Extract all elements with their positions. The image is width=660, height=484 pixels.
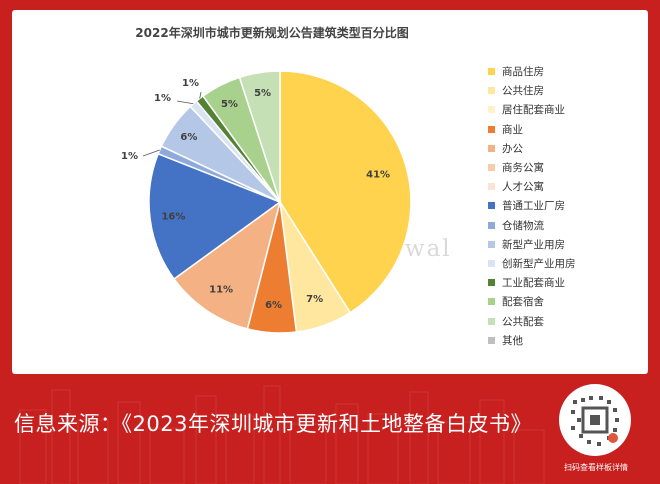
legend-item-10: 新型产业用房	[488, 235, 576, 254]
legend-item-8: 普通工业厂房	[488, 196, 576, 215]
legend-label: 公共住房	[502, 85, 544, 98]
legend-label: 人才公寓	[502, 181, 544, 194]
legend-label: 公共配套	[502, 315, 544, 328]
data-label-12: 1%	[182, 78, 199, 89]
legend-item-7: 人才公寓	[488, 177, 576, 196]
legend-swatch	[488, 183, 495, 191]
legend-label: 创新型产业用房	[502, 257, 576, 270]
qr-caption: 扫码查看样板详情	[564, 463, 628, 472]
legend-item-3: 居住配套商业	[488, 100, 576, 119]
legend-item-12: 工业配套商业	[488, 273, 576, 292]
legend-label: 配套宿舍	[502, 296, 544, 309]
legend-swatch	[488, 298, 495, 306]
legend-label: 普通工业厂房	[502, 200, 565, 213]
data-label-9: 1%	[121, 151, 138, 162]
legend-swatch	[488, 125, 495, 133]
chart-card: 2022年深圳市城市更新规划公告建筑类型百分比图 One Urban Renew…	[12, 10, 648, 374]
legend-swatch	[488, 240, 495, 248]
legend-item-2: 公共住房	[488, 81, 576, 100]
legend-label: 办公	[502, 142, 523, 155]
legend-label: 居住配套商业	[502, 104, 565, 117]
pie-chart: 41% 7% 6% 11% 16% 1% 6% 1% 1% 5% 5%	[121, 70, 412, 334]
city-skyline-decoration	[19, 385, 545, 484]
slice-14	[238, 70, 281, 203]
qr-code[interactable]	[559, 384, 631, 456]
legend-swatch	[488, 259, 495, 267]
legend-label: 其他	[502, 334, 523, 347]
leader-line-9	[142, 149, 160, 157]
legend-label: 工业配套商业	[502, 277, 565, 290]
legend-item-9: 仓储物流	[488, 216, 576, 235]
legend-item-1: 商品住房	[488, 62, 576, 81]
data-label-8: 16%	[161, 211, 185, 222]
data-label-14: 5%	[254, 88, 271, 99]
legend-label: 仓储物流	[502, 219, 544, 232]
legend-swatch	[488, 87, 495, 95]
qr-code-icon	[571, 396, 619, 446]
legend-label: 商业	[502, 123, 523, 136]
data-label-5: 11%	[209, 285, 233, 296]
legend-item-13: 配套宿舍	[488, 292, 576, 311]
data-label-11: 1%	[154, 93, 171, 104]
legend-swatch	[488, 106, 495, 114]
legend-item-11: 创新型产业用房	[488, 254, 576, 273]
legend-swatch	[488, 144, 495, 152]
legend-item-15: 其他	[488, 331, 576, 350]
legend-item-6: 商务公寓	[488, 158, 576, 177]
legend-swatch	[488, 202, 495, 210]
data-label-2: 7%	[306, 294, 323, 305]
chart-legend: 商品住房公共住房居住配套商业 商业办公商务公寓人才公寓普通工业厂房 仓储物流新型产业…	[488, 62, 576, 350]
legend-item-5: 办公	[488, 139, 576, 158]
legend-item-14: 公共配套	[488, 311, 576, 330]
leader-line-11	[176, 100, 194, 105]
legend-swatch	[488, 221, 495, 229]
slice-1	[279, 70, 412, 314]
slice-5	[172, 200, 282, 330]
legend-swatch	[488, 279, 495, 287]
slice-8	[148, 152, 282, 281]
data-label-4: 6%	[265, 300, 282, 311]
legend-swatch	[488, 68, 495, 76]
legend-label: 商品住房	[502, 66, 544, 79]
data-label-10: 6%	[180, 132, 197, 143]
legend-swatch	[488, 336, 495, 344]
legend-label: 商务公寓	[502, 162, 544, 175]
data-label-13: 5%	[221, 99, 238, 110]
legend-item-4: 商业	[488, 120, 576, 139]
legend-swatch	[488, 164, 495, 172]
source-citation: 信息来源：《2023年深圳城市更新和土地整备白皮书》	[14, 412, 532, 436]
leader-line-12	[199, 91, 202, 99]
data-label-1: 41%	[366, 169, 390, 180]
legend-swatch	[488, 317, 495, 325]
legend-label: 新型产业用房	[502, 238, 565, 251]
chart-title: 2022年深圳市城市更新规划公告建筑类型百分比图	[135, 26, 409, 40]
